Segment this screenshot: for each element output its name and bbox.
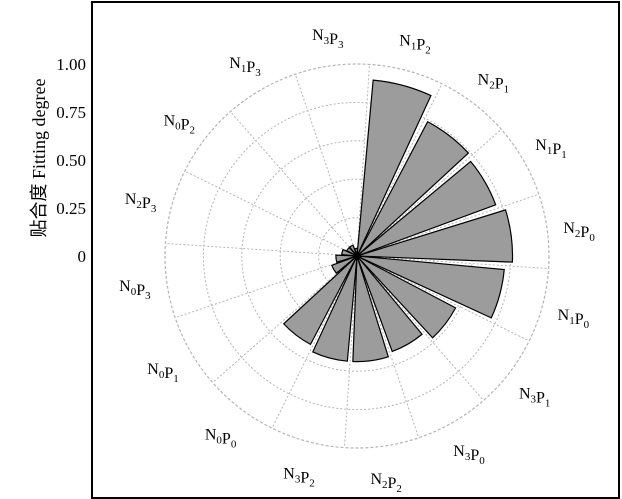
grid-spoke bbox=[356, 129, 502, 257]
category-label-N0P3: N0P3 bbox=[119, 278, 151, 302]
category-label-N1P0: N1P0 bbox=[558, 307, 590, 331]
category-label-N3P3: N3P3 bbox=[312, 27, 344, 51]
bar-N3P2 bbox=[311, 255, 358, 362]
bar-N0P3 bbox=[335, 254, 358, 264]
r-tick-label: 1.00 bbox=[56, 55, 86, 74]
category-label-N3P0: N3P0 bbox=[453, 443, 485, 467]
grid-spoke bbox=[184, 170, 358, 257]
category-label-N2P0: N2P0 bbox=[563, 220, 595, 244]
bar-N1P1 bbox=[356, 160, 497, 257]
category-label-N1P2: N1P2 bbox=[399, 33, 430, 57]
category-label-N2P2: N2P2 bbox=[370, 471, 401, 495]
grid-spoke bbox=[356, 193, 539, 257]
bar-N0P1 bbox=[331, 255, 358, 275]
grid-spoke bbox=[356, 255, 530, 342]
polar-grid bbox=[164, 63, 550, 449]
grid-spoke bbox=[165, 242, 358, 257]
bar-N2P1 bbox=[356, 120, 470, 257]
y-axis-label: 贴合度 Fitting degree bbox=[29, 79, 49, 238]
grid-spoke bbox=[356, 255, 549, 270]
bar-N1P0 bbox=[356, 255, 505, 319]
bar-N0P0 bbox=[282, 255, 358, 346]
category-label-N0P0: N0P0 bbox=[205, 427, 237, 451]
grid-spoke bbox=[212, 255, 358, 383]
bar-N2P2 bbox=[352, 255, 390, 363]
grid-spoke bbox=[356, 255, 420, 438]
grid-spoke bbox=[343, 255, 358, 448]
category-labels: N1P2 N2P1 N1P1 N2P0 N1P0 N3P1 N3P0 N2P2 N3P2 N0P0… bbox=[119, 27, 595, 495]
r-tick-label: 0 bbox=[78, 247, 87, 266]
category-label-N0P1: N0P1 bbox=[147, 361, 178, 385]
category-label-N3P1: N3P1 bbox=[519, 385, 550, 409]
grid-spoke bbox=[271, 255, 358, 429]
bar-N1P3 bbox=[348, 244, 358, 257]
bar-N2P0 bbox=[356, 209, 514, 263]
bar-N0P2 bbox=[345, 246, 358, 257]
bars bbox=[282, 79, 514, 363]
bar-N3P1 bbox=[356, 255, 457, 339]
r-tick-label: 0.50 bbox=[56, 151, 86, 170]
bar-N1P2 bbox=[356, 79, 432, 257]
category-label-N0P2: N0P2 bbox=[164, 113, 195, 137]
bar-N3P3 bbox=[353, 247, 358, 257]
bar-N3P0 bbox=[356, 255, 423, 353]
category-label-N1P1: N1P1 bbox=[535, 137, 566, 161]
grid-spoke bbox=[356, 255, 484, 401]
category-label-N2P1: N2P1 bbox=[478, 71, 509, 95]
category-label-N3P2: N3P2 bbox=[283, 465, 314, 489]
grid-ring-outer bbox=[164, 63, 550, 449]
category-label-N1P3: N1P3 bbox=[229, 55, 261, 79]
grid-spoke bbox=[175, 255, 358, 319]
grid-spoke bbox=[356, 83, 443, 257]
category-label-N2P3: N2P3 bbox=[125, 191, 157, 215]
grid-spoke bbox=[230, 111, 358, 257]
radial-tick-labels: 1.00 0.75 0.50 0.25 0 bbox=[56, 55, 86, 266]
r-tick-label: 0.25 bbox=[56, 199, 86, 218]
grid-spoke bbox=[356, 64, 371, 257]
r-tick-label: 0.75 bbox=[56, 103, 86, 122]
